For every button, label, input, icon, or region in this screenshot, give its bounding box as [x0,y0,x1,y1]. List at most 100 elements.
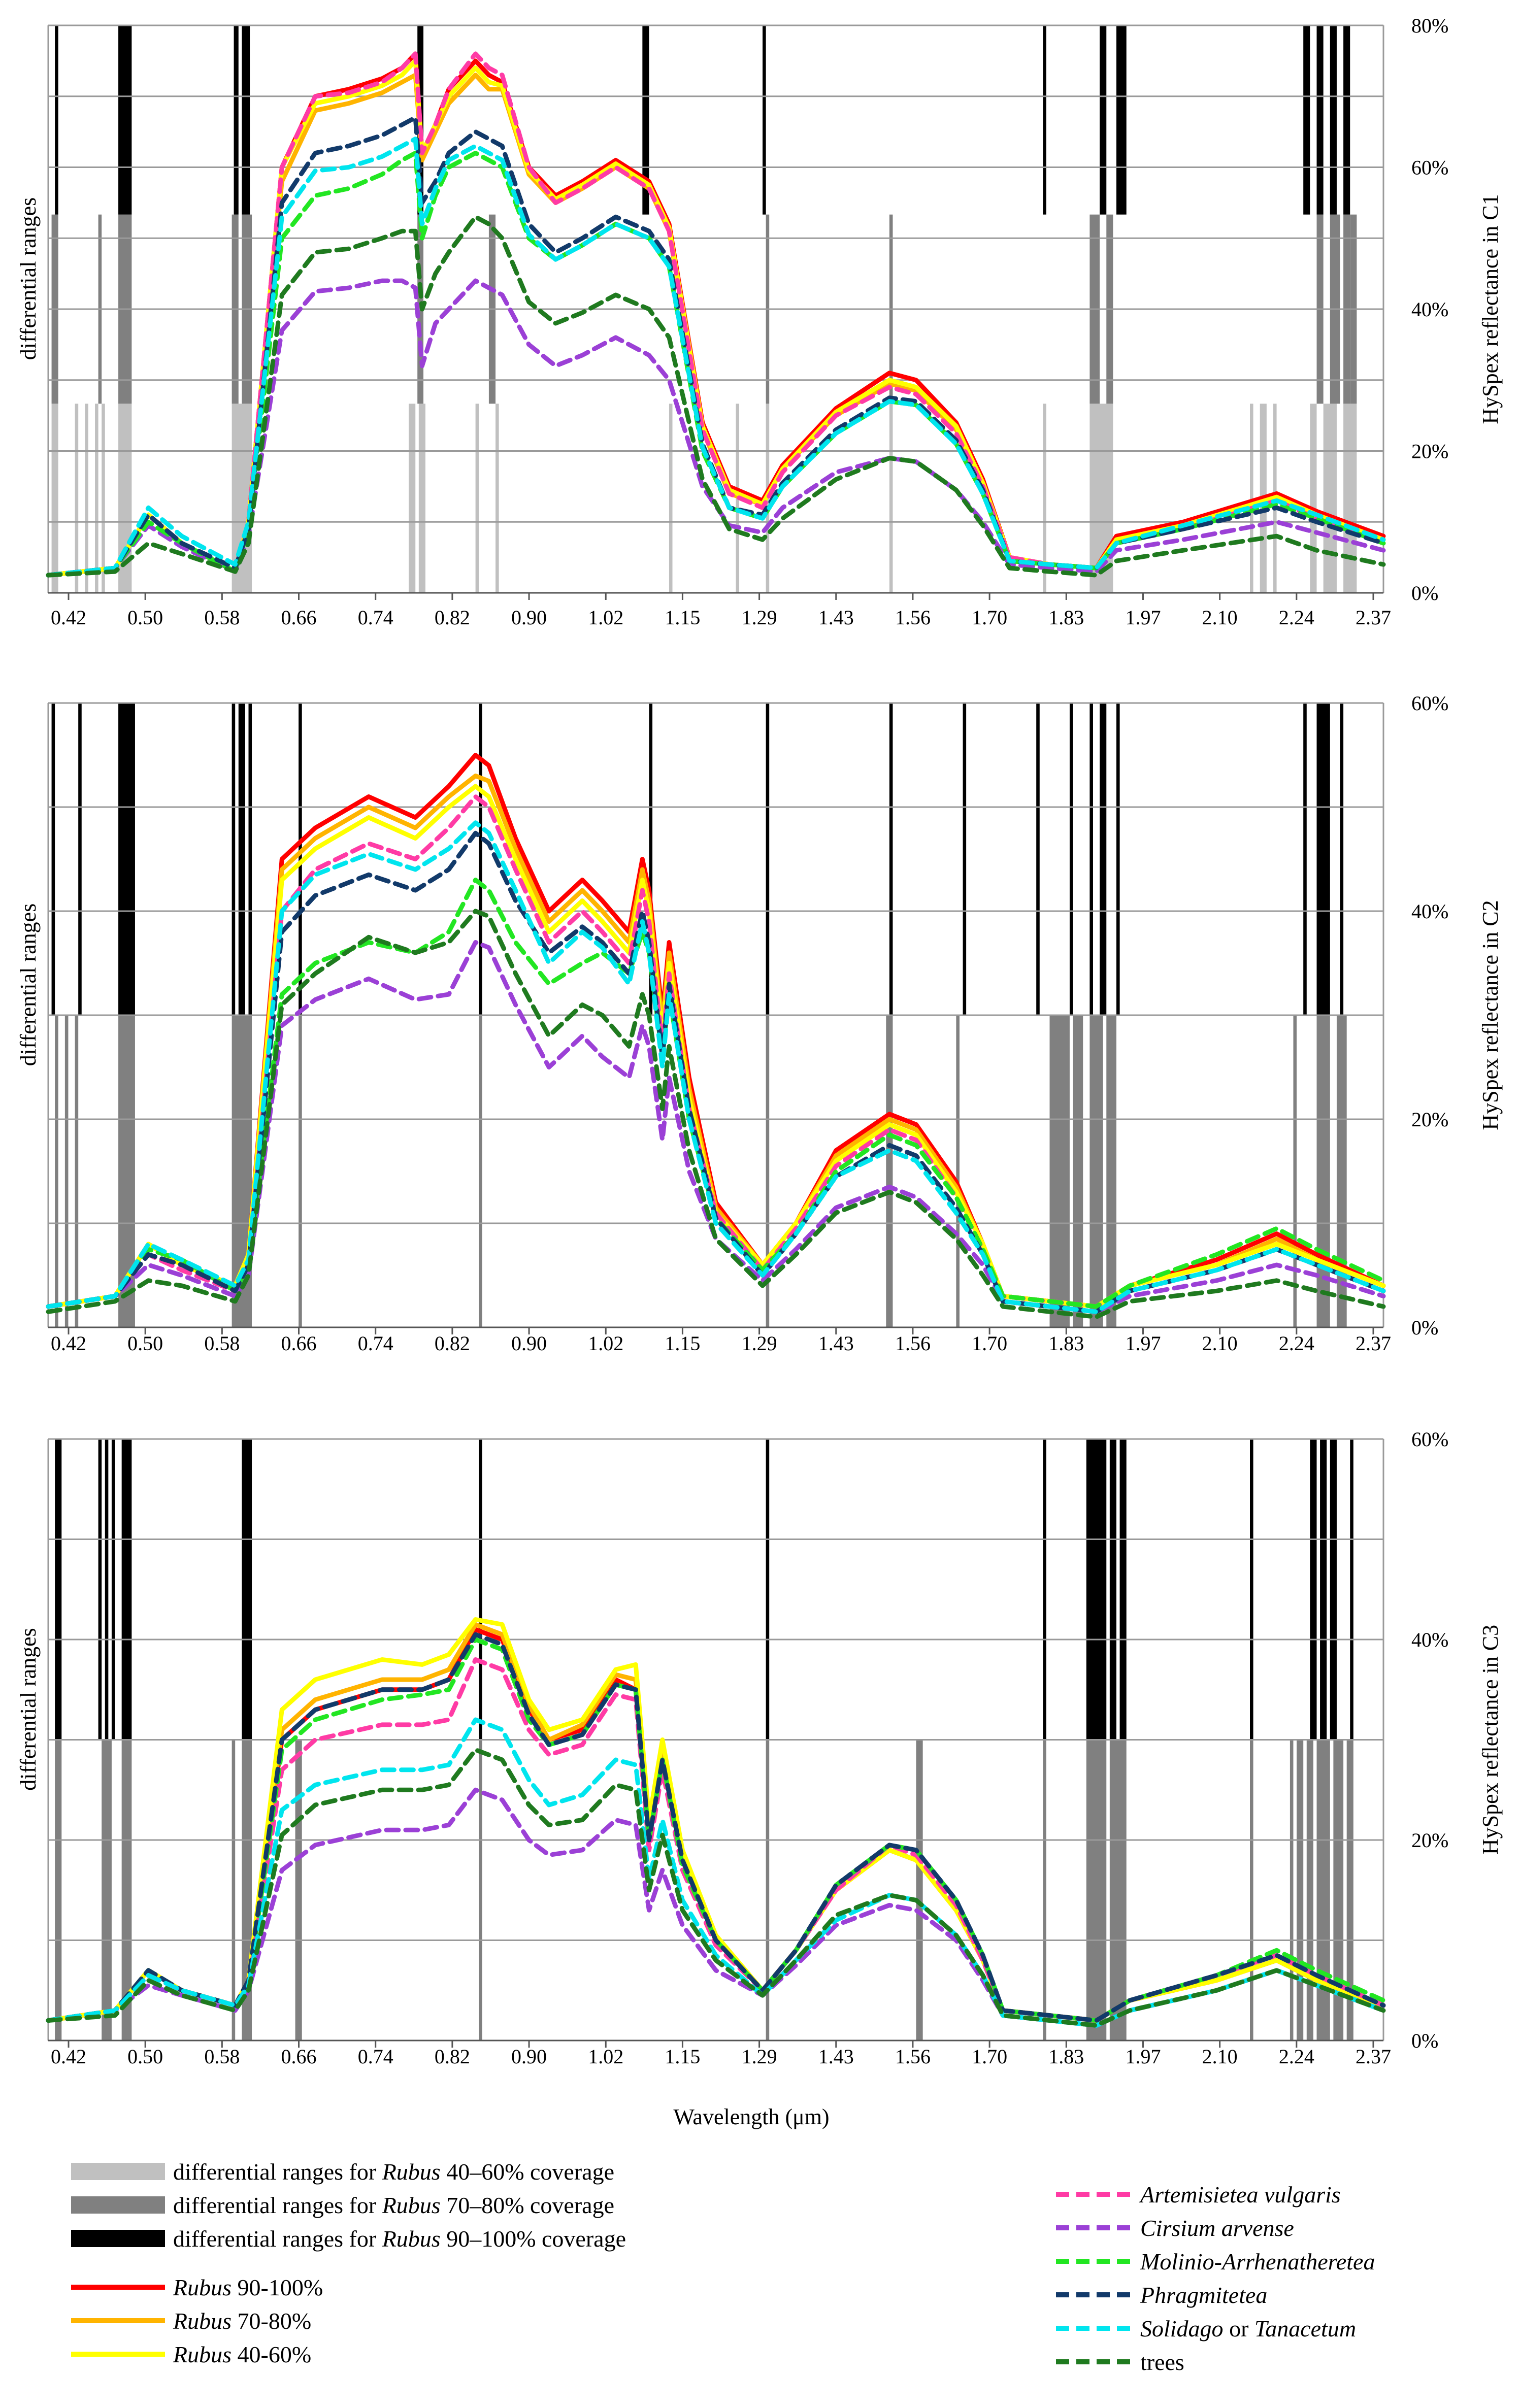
differential-range-bar [963,703,967,1015]
left-axis-label: differential ranges [16,197,41,360]
differential-range-bar [889,703,893,1015]
differential-range-bar [1043,404,1046,593]
differential-range-bar [1330,1439,1337,1740]
differential-range-bar [479,1740,482,2041]
differential-range-bar [1250,1740,1253,2041]
legend-swatch [1056,2292,1132,2297]
legend-entry: differential ranges for Rubus 90–100% co… [71,2222,626,2255]
differential-range-bar [1346,1740,1353,2041]
x-tick-label: 1.70 [972,1332,1007,1355]
x-tick-label: 1.83 [1048,606,1084,629]
differential-range-bar [1049,1015,1070,1327]
differential-range-bar [232,703,236,1015]
y-tick-label: 20% [1411,440,1448,463]
differential-range-bar [1116,25,1127,215]
x-tick-label: 2.24 [1279,1332,1314,1355]
panel-C3: 0.42 0.50 0.58 0.66 0.74 0.82 0.90 1.02 1.15 1.29… [16,1428,1503,2129]
x-tick-label: 1.29 [742,606,777,629]
differential-range-bar [1316,1740,1330,2041]
x-tick-label: 0.58 [204,606,240,629]
differential-range-bar [55,1439,62,1740]
differential-range-bar [1116,703,1120,1015]
series-line-7 [46,820,1386,1314]
legend-swatch [71,2230,165,2247]
differential-range-bar [51,703,55,1015]
x-tick-label: 1.56 [895,2045,931,2068]
differential-range-bar [111,1439,115,1740]
x-tick-label: 1.02 [588,2045,623,2068]
differential-range-bar [1043,25,1046,215]
legend-label: Rubus 70-80% [173,2307,312,2334]
x-tick-label: 1.43 [818,2045,854,2068]
x-tick-label: 1.29 [742,2045,777,2068]
differential-range-bar [763,25,766,215]
differential-range-bar [75,1015,79,1327]
series-line-7 [46,137,1386,578]
legend-entry: differential ranges for Rubus 40–60% cov… [71,2155,626,2188]
x-tick-label: 2.37 [1356,2045,1391,2068]
y-tick-label: 20% [1411,1829,1448,1852]
y-tick-label: 40% [1411,900,1448,923]
x-axis-label: Wavelength (μm) [673,2104,829,2129]
x-tick-label: 1.83 [1048,2045,1084,2068]
x-tick-label: 1.83 [1048,1332,1084,1355]
y-tick-label: 0% [1411,1316,1438,1339]
differential-range-bar [1323,404,1337,593]
differential-range-bar [105,1439,109,1740]
differential-range-bar [1119,1439,1127,1740]
legend-entry: Rubus 70-80% [71,2304,626,2337]
differential-range-bar [118,703,135,1015]
differential-range-bar [1109,1740,1127,2041]
x-tick-label: 1.43 [818,1332,854,1355]
y-tick-label: 60% [1411,1428,1448,1451]
differential-range-bar [1036,703,1040,1015]
differential-range-bar [1340,703,1344,1015]
x-tick-label: 0.58 [204,1332,240,1355]
legend-entry: Cirsium arvense [1056,2211,1375,2245]
panel-C1: 0.42 0.50 0.58 0.66 0.74 0.82 0.90 1.02 1.15 1.29… [16,14,1503,629]
y-tick-label: 40% [1411,298,1448,321]
x-tick-label: 0.66 [281,606,317,629]
differential-range-bar [1073,1015,1083,1327]
x-tick-label: 2.10 [1202,606,1238,629]
x-tick-label: 0.90 [511,2045,547,2068]
legend-label: differential ranges for Rubus 40–60% cov… [173,2158,614,2185]
x-tick-label: 0.82 [435,1332,470,1355]
y-tick-label: 60% [1411,692,1448,715]
x-tick-label: 1.97 [1125,1332,1161,1355]
differential-range-bar [95,404,98,593]
legend-swatch [71,2318,165,2323]
differential-range-bar [238,703,245,1015]
differential-range-bar [1316,25,1324,215]
differential-range-bar [1109,1439,1116,1740]
differential-range-bar [409,404,416,593]
legend-label: Molinio-Arrhenatheretea [1140,2248,1375,2275]
differential-range-bar [766,1439,770,1740]
differential-range-bar [1293,1015,1297,1327]
differential-range-bar [1089,1015,1103,1327]
differential-range-bar [1320,1439,1327,1740]
y-tick-label: 40% [1411,1628,1448,1651]
differential-range-bar [295,1740,302,2041]
y-tick-label: 60% [1411,156,1448,179]
x-tick-label: 0.82 [435,2045,470,2068]
differential-range-bar [1250,1439,1253,1740]
differential-range-bar [102,404,105,593]
legend-swatch [1056,2225,1132,2230]
legend-swatch [71,2163,165,2180]
legend-label: Rubus 90-100% [173,2274,323,2300]
differential-range-bar [886,1015,893,1327]
differential-range-bar [1250,404,1253,593]
x-tick-label: 0.74 [358,606,393,629]
x-tick-label: 1.15 [665,2045,700,2068]
differential-range-bar [649,703,653,1015]
x-tick-label: 0.82 [435,606,470,629]
differential-range-bar [1316,703,1330,1015]
series-line-6 [46,1632,1386,2023]
legend-label: Rubus 40-60% [173,2341,312,2367]
legend-right: Artemisietea vulgaris Cirsium arvense Moli… [1056,2178,1375,2379]
y-tick-label: 0% [1411,2029,1438,2052]
differential-range-bar [248,703,252,1015]
x-tick-label: 2.37 [1356,606,1391,629]
differential-range-bar [118,25,132,215]
